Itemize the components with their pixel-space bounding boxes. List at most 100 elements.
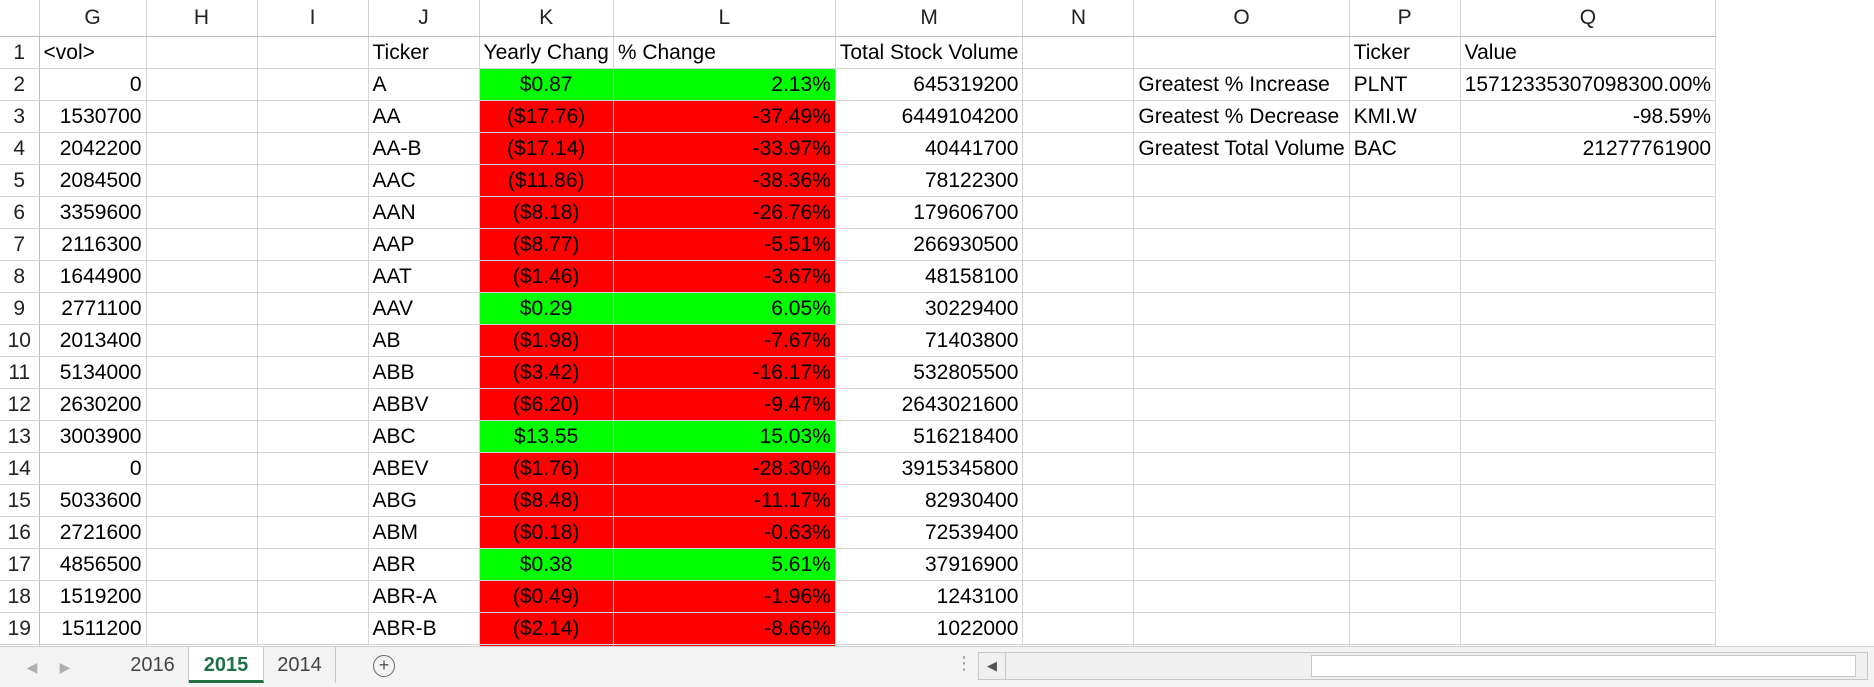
cell-q[interactable] xyxy=(1460,228,1717,261)
cell-n[interactable] xyxy=(1022,324,1135,357)
cell-ticker[interactable]: ABM xyxy=(368,516,480,549)
cell-yearly-change[interactable]: ($8.18) xyxy=(479,196,614,229)
cell-percent-change[interactable] xyxy=(613,644,836,646)
summary-label[interactable]: Greatest % Increase xyxy=(1133,68,1350,101)
cell-h[interactable] xyxy=(146,644,258,646)
cell-volume[interactable]: 3359600 xyxy=(39,196,147,229)
cell-q[interactable] xyxy=(1460,420,1717,453)
cell-percent-change[interactable]: -38.36% xyxy=(613,164,836,197)
cell-volume[interactable]: 2116300 xyxy=(39,228,147,261)
cell-total-volume[interactable]: 179606700 xyxy=(835,196,1024,229)
cell-i[interactable] xyxy=(257,100,369,133)
cell-p[interactable] xyxy=(1349,644,1461,646)
cell-o[interactable] xyxy=(1133,228,1350,261)
row-header[interactable]: 11 xyxy=(0,356,40,389)
cell-o[interactable] xyxy=(1133,164,1350,197)
cell-n[interactable] xyxy=(1022,292,1135,325)
cell-percent-change[interactable]: -11.17% xyxy=(613,484,836,517)
column-header-h[interactable]: H xyxy=(146,0,258,37)
cell-o[interactable] xyxy=(1133,516,1350,549)
cell-n[interactable] xyxy=(1022,260,1135,293)
cell-q[interactable] xyxy=(1460,452,1717,485)
sheet-tab-2014[interactable]: 2014 xyxy=(264,647,336,683)
cell-i1[interactable] xyxy=(257,36,369,69)
cell-total-volume[interactable]: 1243100 xyxy=(835,580,1024,613)
cell-yearly-change[interactable]: ($17.14) xyxy=(479,132,614,165)
summary-ticker[interactable]: PLNT xyxy=(1349,68,1461,101)
cell-p[interactable] xyxy=(1349,612,1461,645)
column-header-p[interactable]: P xyxy=(1349,0,1461,37)
cell-g[interactable] xyxy=(39,644,147,646)
cell-q[interactable] xyxy=(1460,324,1717,357)
column-header-q[interactable]: Q xyxy=(1460,0,1717,37)
cell-q[interactable] xyxy=(1460,548,1717,581)
cell-yearly-change[interactable]: ($0.18) xyxy=(479,516,614,549)
cell-yearly-change[interactable]: ($11.86) xyxy=(479,164,614,197)
cell-ticker[interactable]: ABBV xyxy=(368,388,480,421)
cell-i[interactable] xyxy=(257,420,369,453)
cell-volume[interactable]: 2771100 xyxy=(39,292,147,325)
cell-percent-change[interactable]: -7.67% xyxy=(613,324,836,357)
cell-total-volume[interactable]: 532805500 xyxy=(835,356,1024,389)
cell-h[interactable] xyxy=(146,100,258,133)
column-header-k[interactable]: K xyxy=(479,0,614,37)
cell-i[interactable] xyxy=(257,164,369,197)
cell-ticker[interactable]: ABB xyxy=(368,356,480,389)
cell-n[interactable] xyxy=(1022,548,1135,581)
sheet-tab-2016[interactable]: 2016 xyxy=(117,647,189,683)
cell-h[interactable] xyxy=(146,388,258,421)
row-header[interactable]: 16 xyxy=(0,516,40,549)
cell-volume[interactable]: 2084500 xyxy=(39,164,147,197)
cell-total-volume[interactable]: 72539400 xyxy=(835,516,1024,549)
cell-i[interactable] xyxy=(257,260,369,293)
cell-total-volume[interactable]: 645319200 xyxy=(835,68,1024,101)
column-header-l[interactable]: L xyxy=(613,0,836,37)
cell-h[interactable] xyxy=(146,612,258,645)
cell-q[interactable] xyxy=(1460,164,1717,197)
cell-yearly-change[interactable]: ($1.98) xyxy=(479,324,614,357)
cell-o[interactable] xyxy=(1133,292,1350,325)
cell-n[interactable] xyxy=(1022,132,1135,165)
row-header[interactable]: 5 xyxy=(0,164,40,197)
cell-i[interactable] xyxy=(257,196,369,229)
cell-p[interactable] xyxy=(1349,548,1461,581)
cell-ticker[interactable]: AAT xyxy=(368,260,480,293)
cell-ticker[interactable]: AA-B xyxy=(368,132,480,165)
plus-circle-icon[interactable]: + xyxy=(373,655,395,677)
cell-i[interactable] xyxy=(257,356,369,389)
cell-yearly-change[interactable]: ($0.49) xyxy=(479,580,614,613)
cell-o[interactable] xyxy=(1133,196,1350,229)
cell-yearly-change[interactable]: ($1.46) xyxy=(479,260,614,293)
cell-volume[interactable]: 2630200 xyxy=(39,388,147,421)
cell-q[interactable] xyxy=(1460,260,1717,293)
cell-p[interactable] xyxy=(1349,420,1461,453)
cell-q[interactable] xyxy=(1460,388,1717,421)
cell-i[interactable] xyxy=(257,580,369,613)
cell-g1[interactable]: <vol> xyxy=(39,36,147,69)
cell-i[interactable] xyxy=(257,644,369,646)
summary-value[interactable]: 21277761900 xyxy=(1460,132,1717,165)
cell-ticker[interactable]: ABR-A xyxy=(368,580,480,613)
cell-o[interactable] xyxy=(1133,548,1350,581)
cell-yearly-change[interactable]: $0.29 xyxy=(479,292,614,325)
cell-q[interactable] xyxy=(1460,292,1717,325)
cell-total-volume[interactable]: 78122300 xyxy=(835,164,1024,197)
cell-volume[interactable]: 5033600 xyxy=(39,484,147,517)
cell-volume[interactable]: 1530700 xyxy=(39,100,147,133)
cell-ticker[interactable]: AAC xyxy=(368,164,480,197)
row-header[interactable]: 17 xyxy=(0,548,40,581)
row-header[interactable]: 9 xyxy=(0,292,40,325)
row-header[interactable]: 1 xyxy=(0,36,40,69)
cell-h[interactable] xyxy=(146,324,258,357)
cell-percent-change[interactable]: -8.66% xyxy=(613,612,836,645)
cell-percent-change[interactable]: 15.03% xyxy=(613,420,836,453)
chevron-right-icon[interactable]: ▶ xyxy=(59,659,71,675)
cell-percent-change[interactable]: -9.47% xyxy=(613,388,836,421)
cell-p[interactable] xyxy=(1349,484,1461,517)
cell-n[interactable] xyxy=(1022,420,1135,453)
cell-m[interactable] xyxy=(835,644,1024,646)
cell-total-volume[interactable]: 71403800 xyxy=(835,324,1024,357)
row-header[interactable]: 2 xyxy=(0,68,40,101)
cell-n[interactable] xyxy=(1022,580,1135,613)
cell-h[interactable] xyxy=(146,356,258,389)
